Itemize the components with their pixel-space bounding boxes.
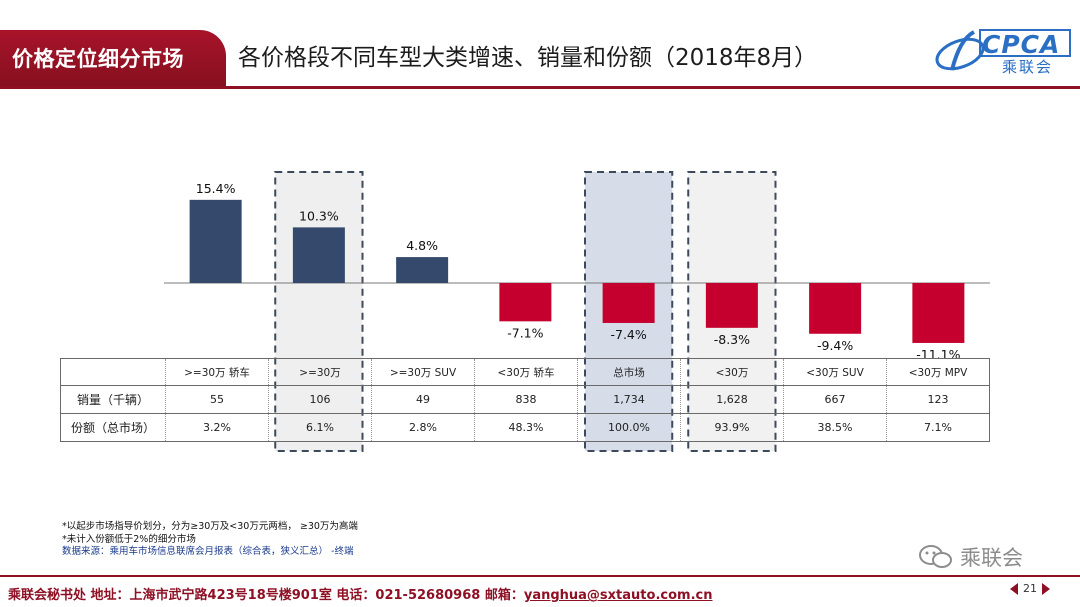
sales-cell: 1,628 [680,385,784,414]
bar-6 [705,283,758,328]
bar-2 [292,227,345,283]
footer-email-link[interactable]: yanghua@sxtauto.com.cn [523,588,713,603]
share-cell: 6.1% [268,413,372,442]
section-tab: 价格定位细分市场 [0,30,226,86]
header-divider [0,86,1080,89]
next-page-icon[interactable] [1042,582,1050,595]
data-label-5: -7.4% [610,327,646,342]
footer: 乘联会秘书处 地址：上海市武宁路423号18号楼901室 电话：021-5268… [8,584,712,603]
footer-divider [0,575,1080,577]
page-title: 各价格段不同车型大类增速、销量和份额（2018年8月） [238,45,818,71]
wechat-icon [919,545,952,568]
sales-row: 销量（千辆） 55 106 49 838 1,734 1,628 667 123 [60,385,990,414]
bar-4 [499,283,552,322]
sales-cell: 55 [165,385,269,414]
header: 价格定位细分市场 各价格段不同车型大类增速、销量和份额（2018年8月） CPC… [0,0,1080,92]
bar-5 [602,283,655,323]
category-header-1: >=30万 轿车 [165,358,269,386]
share-cell: 38.5% [783,413,887,442]
bar-1 [189,199,242,283]
category-header-7: <30万 SUV [783,358,887,386]
data-label-3: 4.8% [406,238,438,253]
share-cell: 2.8% [371,413,475,442]
prev-page-icon[interactable] [1010,582,1018,595]
share-cell: 100.0% [577,413,681,442]
table-corner-cell [60,358,166,386]
sales-cell: 123 [886,385,990,414]
bar-3 [396,257,449,283]
pager: 21 [1010,582,1050,595]
data-source: 数据来源：乘用车市场信息联席会月报表（综合表，狭义汇总） -终端 [62,546,354,557]
data-label-7: -9.4% [817,338,853,353]
footer-text: 乘联会秘书处 地址：上海市武宁路423号18号楼901室 电话：021-5268… [8,588,524,603]
logo-subtitle: 乘联会 [1002,58,1054,76]
sales-cell: 106 [268,385,372,414]
data-label-1: 15.4% [196,181,236,196]
data-label-2: 10.3% [299,208,339,223]
category-header-6: <30万 [680,358,784,386]
page-number: 21 [1023,582,1037,595]
data-table: >=30万 轿车 >=30万 >=30万 SUV <30万 轿车 总市场 <30… [60,358,990,442]
share-cell: 7.1% [886,413,990,442]
row-label: 份额（总市场） [60,413,166,442]
footnote-1: *以起步市场指导价划分，分为≥30万及<30万元两档， ≥30万为高端 [62,521,358,532]
share-cell: 93.9% [680,413,784,442]
sales-cell: 1,734 [577,385,681,414]
footnote-2: *未计入份额低于2%的细分市场 [62,533,196,545]
sales-cell: 838 [474,385,578,414]
data-label-6: -8.3% [714,332,750,347]
logo-text: CPCA [982,30,1061,59]
category-header-4: <30万 轿车 [474,358,578,386]
category-header-8: <30万 MPV [886,358,990,386]
footnotes: *以起步市场指导价划分，分为≥30万及<30万元两档， ≥30万为高端 *未计入… [62,521,358,559]
category-header-5: 总市场 [577,358,681,386]
category-header-3: >=30万 SUV [371,358,475,386]
bar-7 [809,283,862,334]
row-label: 销量（千辆） [60,385,166,414]
share-cell: 3.2% [165,413,269,442]
watermark: 乘联会 [918,542,1023,572]
table-header-row: >=30万 轿车 >=30万 >=30万 SUV <30万 轿车 总市场 <30… [60,358,990,386]
cpca-logo-icon [935,29,1071,71]
share-row: 份额（总市场） 3.2% 6.1% 2.8% 48.3% 100.0% 93.9… [60,413,990,442]
watermark-text: 乘联会 [960,546,1023,570]
category-header-2: >=30万 [268,358,372,386]
share-cell: 48.3% [474,413,578,442]
data-label-4: -7.1% [507,325,543,340]
sales-cell: 667 [783,385,887,414]
sales-cell: 49 [371,385,475,414]
bar-8 [912,283,965,343]
